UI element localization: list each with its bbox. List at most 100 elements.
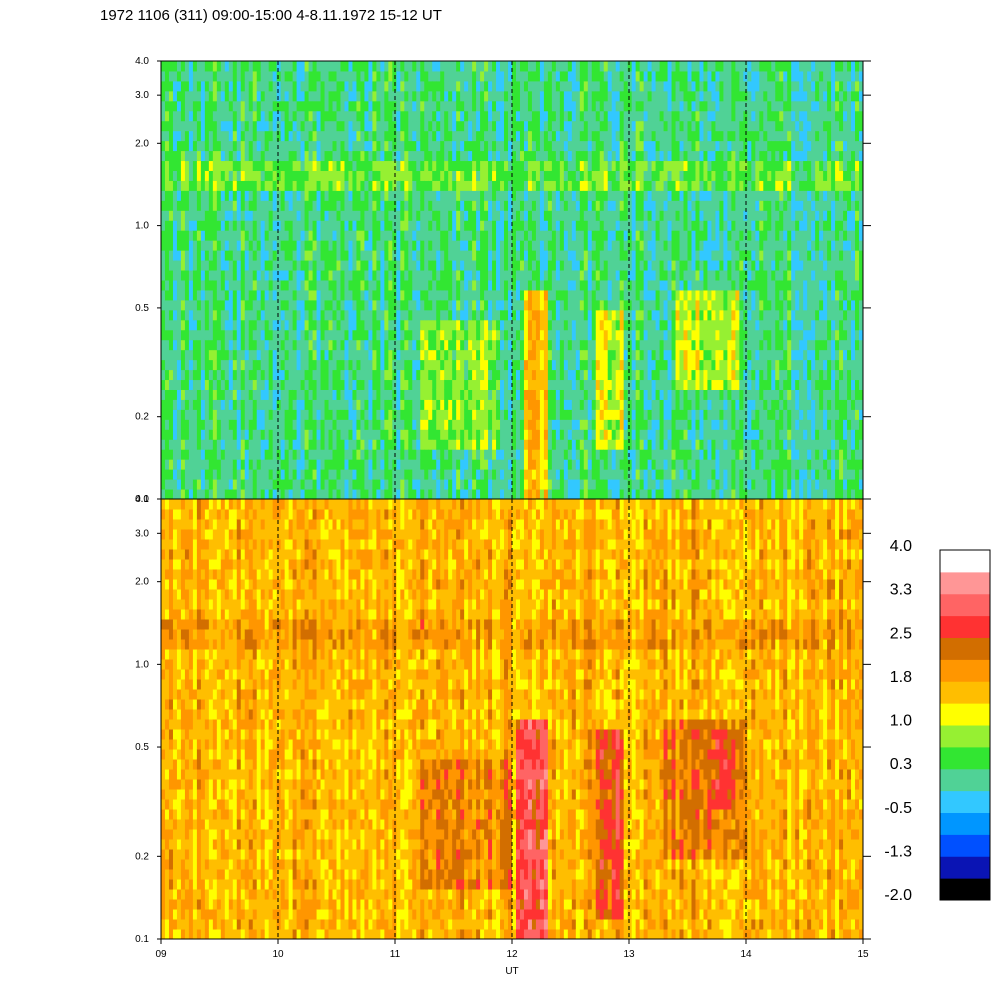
spectrogram-cell xyxy=(440,280,445,291)
spectrogram-cell xyxy=(456,409,461,420)
spectrogram-cell xyxy=(292,309,298,321)
spectrogram-cell xyxy=(344,359,349,371)
spectrogram-cell xyxy=(508,329,513,341)
spectrogram-cell xyxy=(539,389,545,400)
spectrogram-cell xyxy=(591,130,597,142)
spectrogram-cell xyxy=(512,379,517,390)
spectrogram-cell xyxy=(300,250,306,261)
spectrogram-cell xyxy=(392,160,397,171)
spectrogram-cell xyxy=(559,349,565,361)
spectrogram-cell xyxy=(444,270,449,281)
spectrogram-cell xyxy=(284,150,290,162)
spectrogram-cell xyxy=(256,429,262,440)
spectrogram-cell xyxy=(448,309,453,321)
spectrogram-cell xyxy=(216,289,222,301)
spectrogram-cell xyxy=(504,389,509,400)
spectrogram-cell xyxy=(492,230,497,241)
spectrogram-cell xyxy=(563,419,569,430)
spectrogram-cell xyxy=(312,439,318,450)
spectrogram-cell xyxy=(244,329,250,341)
spectrogram-cell xyxy=(180,479,186,490)
spectrogram-cell xyxy=(240,379,246,390)
spectrogram-cell xyxy=(512,359,517,371)
spectrogram-cell xyxy=(184,240,190,251)
spectrogram-cell xyxy=(400,399,405,410)
spectrogram-cell xyxy=(436,240,441,251)
spectrogram-cell xyxy=(264,379,270,390)
spectrogram-cell xyxy=(583,489,589,500)
spectrogram-cell xyxy=(240,409,246,420)
spectrogram-cell xyxy=(240,289,246,301)
spectrogram-cell xyxy=(559,369,565,381)
spectrogram-cell xyxy=(559,150,565,162)
spectrogram-cell xyxy=(240,280,246,291)
spectrogram-cell xyxy=(164,389,170,400)
spectrogram-cell xyxy=(344,250,349,261)
spectrogram-cell xyxy=(288,369,294,381)
spectrogram-cell xyxy=(300,409,306,420)
spectrogram-cell xyxy=(380,250,385,261)
spectrogram-cell xyxy=(424,180,429,191)
spectrogram-cell xyxy=(563,329,569,341)
spectrogram-cell xyxy=(571,349,577,361)
spectrogram-cell xyxy=(344,280,349,291)
spectrogram-cell xyxy=(539,289,545,301)
spectrogram-cell xyxy=(272,419,278,430)
spectrogram-cell xyxy=(607,150,613,162)
spectrogram-cell xyxy=(448,280,453,291)
spectrogram-cell xyxy=(603,339,609,351)
spectrogram-cell xyxy=(519,250,525,261)
spectrogram-cell xyxy=(376,289,381,301)
spectrogram-cell xyxy=(316,469,322,480)
spectrogram-cell xyxy=(603,289,609,301)
spectrogram-cell xyxy=(252,289,258,301)
spectrogram-cell xyxy=(224,459,230,470)
spectrogram-cell xyxy=(500,379,505,390)
spectrogram-cell xyxy=(543,349,549,361)
spectrogram-cell xyxy=(424,329,429,341)
spectrogram-cell xyxy=(168,190,174,201)
spectrogram-cell xyxy=(567,270,573,281)
spectrogram-cell xyxy=(216,489,222,500)
spectrogram-cell xyxy=(543,190,549,201)
spectrogram-cell xyxy=(416,409,421,420)
spectrogram-cell xyxy=(280,339,286,351)
spectrogram-cell xyxy=(587,449,593,460)
spectrogram-cell xyxy=(444,220,449,231)
spectrogram-cell xyxy=(161,459,166,470)
spectrogram-cell xyxy=(476,160,481,171)
spectrogram-cell xyxy=(456,319,461,331)
spectrogram-cell xyxy=(575,240,581,251)
spectrogram-cell xyxy=(440,349,445,361)
spectrogram-cell xyxy=(519,489,525,500)
spectrogram-cell xyxy=(196,419,202,430)
spectrogram-cell xyxy=(204,289,210,301)
spectrogram-cell xyxy=(523,120,529,132)
spectrogram-cell xyxy=(180,409,186,420)
spectrogram-cell xyxy=(440,61,445,72)
spectrogram-cell xyxy=(200,70,206,82)
spectrogram-cell xyxy=(500,250,505,261)
spectrogram-cell xyxy=(571,309,577,321)
spectrogram-cell xyxy=(316,160,322,171)
spectrogram-cell xyxy=(224,369,230,381)
spectrogram-cell xyxy=(575,349,581,361)
spectrogram-cell xyxy=(236,489,242,500)
spectrogram-cell xyxy=(512,449,517,460)
spectrogram-cell xyxy=(579,200,585,211)
spectrogram-cell xyxy=(312,80,318,92)
spectrogram-cell xyxy=(607,409,613,420)
spectrogram-cell xyxy=(595,170,601,181)
spectrogram-cell xyxy=(599,439,605,450)
spectrogram-cell xyxy=(256,220,262,231)
spectrogram-cell xyxy=(228,319,234,331)
spectrogram-cell xyxy=(268,230,274,241)
spectrogram-cell xyxy=(240,359,246,371)
spectrogram-cell xyxy=(591,389,597,400)
spectrogram-cell xyxy=(216,479,222,490)
spectrogram-cell xyxy=(508,140,513,152)
spectrogram-cell xyxy=(567,479,573,490)
spectrogram-cell xyxy=(432,409,437,420)
spectrogram-cell xyxy=(364,180,369,191)
spectrogram-cell xyxy=(436,210,441,221)
